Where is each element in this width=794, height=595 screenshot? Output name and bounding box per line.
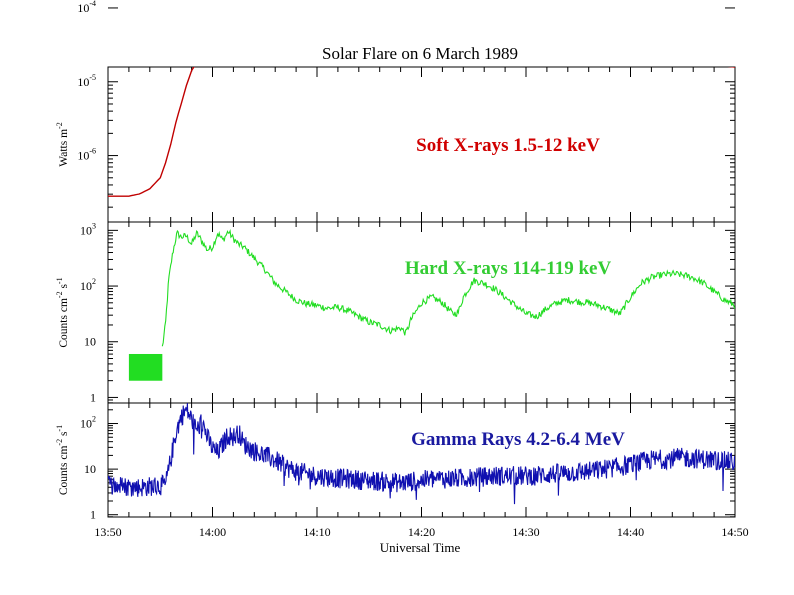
y-tick-exp: -5 bbox=[89, 73, 96, 82]
panel-frame-hard bbox=[107, 221, 736, 404]
hard-xray-low-count-band bbox=[128, 353, 163, 381]
annotation-gamma: Gamma Rays 4.2-6.4 MeV bbox=[411, 429, 625, 450]
y-tick-base: 10 bbox=[77, 149, 89, 163]
y-tick-exp: -6 bbox=[89, 147, 96, 156]
y-tick-label: 1 bbox=[90, 508, 96, 522]
y-tick-label: 103 bbox=[80, 221, 96, 237]
y-axis-label-sup: -2 bbox=[55, 439, 64, 446]
annotation-soft: Soft X-rays 1.5-12 keV bbox=[416, 135, 600, 156]
series-clip-hard bbox=[161, 229, 735, 347]
x-tick-label: 14:20 bbox=[408, 525, 435, 539]
y-tick-base: 10 bbox=[84, 462, 96, 476]
y-tick-base: 10 bbox=[80, 417, 92, 431]
series-line-gamma bbox=[108, 403, 735, 505]
y-axis-label-sup: -1 bbox=[55, 425, 64, 432]
y-tick-label: 102 bbox=[80, 277, 96, 293]
band-fill bbox=[128, 353, 163, 381]
x-tick-label: 14:00 bbox=[199, 525, 226, 539]
x-tick-label: 14:40 bbox=[617, 525, 644, 539]
x-tick-label: 14:50 bbox=[721, 525, 748, 539]
annotation-hard: Hard X-rays 114-119 keV bbox=[405, 258, 612, 279]
y-tick-label: 102 bbox=[80, 415, 96, 431]
x-axis: 13:50 14:00 14:10 14:20 14:30 14:40 14:50 bbox=[94, 525, 748, 539]
y-axis-label-hard: Counts cm-2 s-1 bbox=[55, 277, 70, 347]
y-tick-label: 10-6 bbox=[77, 147, 96, 163]
y-tick-base: 10 bbox=[84, 335, 96, 349]
y-axis-label-base: Counts cm bbox=[58, 298, 70, 348]
y-axis-label-sup: -1 bbox=[55, 277, 64, 284]
y-tick-base: 10 bbox=[80, 223, 92, 237]
x-tick-label: 13:50 bbox=[94, 525, 121, 539]
y-axis-label-gamma: Counts cm-2 s-1 bbox=[55, 425, 70, 495]
y-tick-base: 10 bbox=[77, 1, 89, 15]
y-tick-exp: 2 bbox=[92, 277, 96, 286]
y-axis-label-sup: -2 bbox=[55, 291, 64, 298]
series-line-hard bbox=[161, 229, 735, 347]
y-tick-label: 1 bbox=[90, 390, 96, 404]
y-tick-label: 10 bbox=[84, 462, 96, 476]
y-tick-exp: -4 bbox=[89, 0, 96, 8]
chart-title: Solar Flare on 6 March 1989 bbox=[322, 44, 518, 63]
y-tick-exp: 3 bbox=[92, 221, 96, 230]
y-axis-label-base: Watts m bbox=[58, 129, 70, 167]
y-tick-label: 10-4 bbox=[77, 0, 96, 15]
x-tick-label: 14:30 bbox=[512, 525, 539, 539]
y-axis-label-mid: s bbox=[58, 431, 70, 439]
y-axis-label-base: Counts cm bbox=[58, 446, 70, 496]
y-tick-exp: 2 bbox=[92, 415, 96, 424]
y-tick-base: 1 bbox=[90, 390, 96, 404]
y-axis-label-mid: s bbox=[58, 284, 70, 292]
y-tick-label: 10-5 bbox=[77, 73, 96, 89]
series-clip-gamma bbox=[108, 403, 735, 505]
y-tick-base: 1 bbox=[90, 508, 96, 522]
y-tick-label: 10 bbox=[84, 335, 96, 349]
x-tick-label: 14:10 bbox=[303, 525, 330, 539]
y-tick-base: 10 bbox=[77, 75, 89, 89]
y-tick-base: 10 bbox=[80, 279, 92, 293]
y-axis-label-sup: -2 bbox=[55, 122, 64, 129]
x-axis-label: Universal Time bbox=[380, 540, 461, 555]
y-axis-label-soft: Watts m-2 bbox=[55, 122, 70, 166]
